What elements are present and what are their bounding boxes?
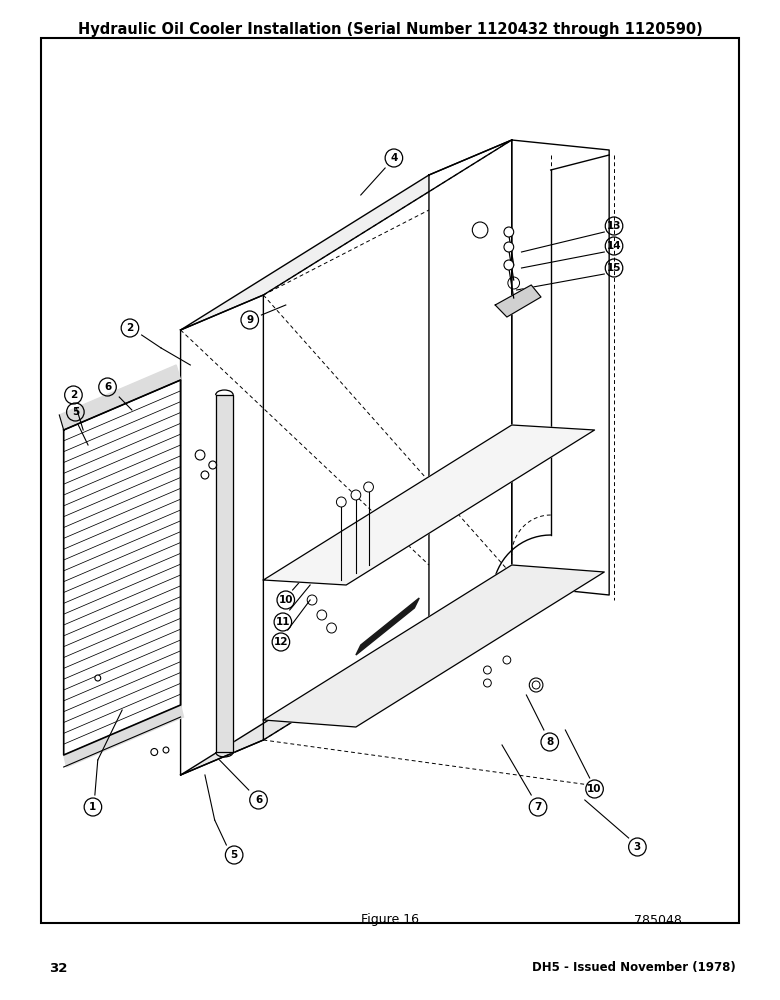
Polygon shape	[264, 565, 604, 727]
Text: 11: 11	[275, 617, 290, 627]
Text: 785048: 785048	[634, 914, 682, 926]
Text: Figure 16: Figure 16	[361, 914, 419, 926]
Text: 10: 10	[587, 784, 602, 794]
Text: 15: 15	[607, 263, 622, 273]
Polygon shape	[181, 585, 512, 775]
Circle shape	[95, 675, 101, 681]
Polygon shape	[64, 705, 183, 767]
Text: 32: 32	[49, 962, 67, 974]
Circle shape	[504, 260, 514, 270]
Text: 10: 10	[278, 595, 293, 605]
Text: 12: 12	[274, 637, 288, 647]
Polygon shape	[64, 380, 181, 755]
Text: 6: 6	[255, 795, 262, 805]
Text: 2: 2	[70, 390, 77, 400]
Text: 5: 5	[231, 850, 238, 860]
Text: Hydraulic Oil Cooler Installation (Serial Number 1120432 through 1120590): Hydraulic Oil Cooler Installation (Seria…	[78, 22, 702, 37]
Text: 9: 9	[246, 315, 254, 325]
Circle shape	[363, 482, 374, 492]
Polygon shape	[356, 598, 419, 655]
Polygon shape	[59, 365, 181, 430]
Text: 4: 4	[390, 153, 398, 163]
Polygon shape	[181, 295, 264, 775]
Polygon shape	[429, 140, 512, 620]
Text: 13: 13	[607, 221, 622, 231]
Polygon shape	[181, 140, 512, 330]
Text: 7: 7	[534, 802, 542, 812]
Polygon shape	[512, 140, 609, 595]
Text: 14: 14	[607, 241, 622, 251]
Polygon shape	[264, 425, 594, 585]
Text: 8: 8	[546, 737, 553, 747]
Circle shape	[504, 227, 514, 237]
Text: 2: 2	[126, 323, 133, 333]
Text: DH5 - Issued November (1978): DH5 - Issued November (1978)	[532, 962, 736, 974]
Polygon shape	[495, 285, 541, 317]
Text: 1: 1	[89, 802, 97, 812]
Text: 6: 6	[104, 382, 112, 392]
Bar	[41, 38, 739, 923]
Circle shape	[163, 747, 169, 753]
Circle shape	[351, 490, 361, 500]
Text: 5: 5	[72, 407, 79, 417]
Circle shape	[504, 242, 514, 252]
Circle shape	[336, 497, 346, 507]
Polygon shape	[215, 395, 233, 752]
Text: 3: 3	[634, 842, 641, 852]
